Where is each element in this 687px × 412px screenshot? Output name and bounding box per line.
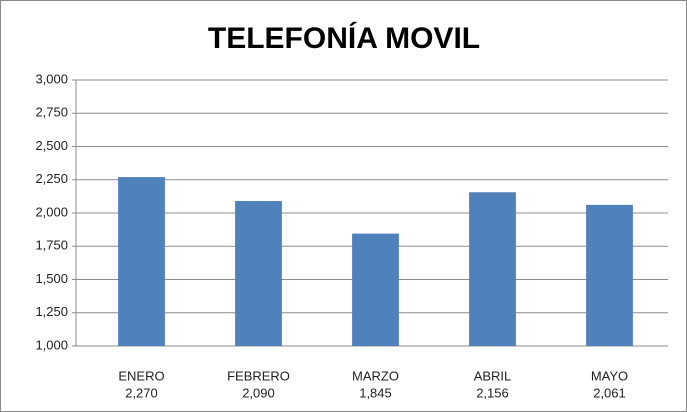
bar xyxy=(586,204,633,346)
value-label: 2,156 xyxy=(476,385,509,400)
y-tick-label: 2,250 xyxy=(35,171,68,186)
y-tick-label: 1,250 xyxy=(35,304,68,319)
y-tick-label: 2,500 xyxy=(35,138,68,153)
x-tick-label: FEBRERO xyxy=(227,368,290,383)
bar xyxy=(235,201,282,346)
y-tick-label: 3,000 xyxy=(35,71,68,86)
x-tick-label: ENERO xyxy=(118,368,164,383)
value-label: 2,090 xyxy=(242,385,275,400)
y-tick-label: 1,500 xyxy=(35,271,68,286)
chart-title: TELEFONÍA MOVIL xyxy=(208,21,480,55)
x-tick-label: MARZO xyxy=(352,368,399,383)
y-tick-label: 2,750 xyxy=(35,105,68,120)
value-label: 2,061 xyxy=(593,385,626,400)
x-tick-label: MAYO xyxy=(591,368,628,383)
y-tick-label: 2,000 xyxy=(35,204,68,219)
bar xyxy=(469,192,516,346)
value-label: 1,845 xyxy=(359,385,392,400)
y-tick-label: 1,750 xyxy=(35,238,68,253)
bar xyxy=(352,233,399,346)
x-tick-label: ABRIL xyxy=(474,368,512,383)
y-tick-label: 1,000 xyxy=(35,337,68,352)
bar xyxy=(118,177,165,346)
value-label: 2,270 xyxy=(125,385,158,400)
